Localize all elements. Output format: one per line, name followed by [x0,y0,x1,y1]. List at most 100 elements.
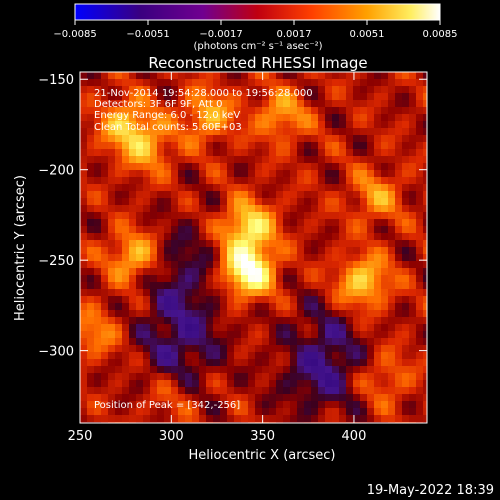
heatmap-cell [227,100,234,107]
heatmap-cell [87,163,94,170]
heatmap-cell [367,226,374,233]
heatmap-cell [255,268,262,275]
heatmap-cell [283,177,290,184]
heatmap-cell [101,170,108,177]
heatmap-cell [395,149,402,156]
heatmap-cell [409,282,416,289]
heatmap-cell [150,254,157,261]
heatmap-cell [122,100,129,107]
heatmap-cell [409,128,416,135]
heatmap-cell [157,184,164,191]
heatmap-cell [367,163,374,170]
heatmap-cell [150,310,157,317]
heatmap-cell [262,303,269,310]
heatmap-cell [276,247,283,254]
heatmap-cell [241,142,248,149]
heatmap-cell [388,240,395,247]
heatmap-cell [199,212,206,219]
heatmap-cell [178,79,185,86]
heatmap-cell [136,233,143,240]
heatmap-cell [395,156,402,163]
heatmap-cell [199,275,206,282]
heatmap-cell [353,401,360,408]
heatmap-cell [360,317,367,324]
heatmap-cell [339,261,346,268]
heatmap-cell [402,212,409,219]
heatmap-cell [409,324,416,331]
heatmap-cell [178,261,185,268]
heatmap-cell [318,289,325,296]
heatmap-cell [262,373,269,380]
heatmap-cell [185,387,192,394]
heatmap-cell [213,352,220,359]
heatmap-cell [101,380,108,387]
heatmap-cell [353,338,360,345]
heatmap-cell [269,303,276,310]
heatmap-cell [339,177,346,184]
heatmap-cell [101,331,108,338]
heatmap-cell [402,177,409,184]
heatmap-cell [339,205,346,212]
heatmap-cell [409,373,416,380]
heatmap-cell [129,373,136,380]
heatmap-cell [101,121,108,128]
heatmap-cell [213,380,220,387]
heatmap-cell [283,373,290,380]
heatmap-cell [136,240,143,247]
heatmap-cell [122,226,129,233]
heatmap-cell [276,359,283,366]
heatmap-cell [276,233,283,240]
heatmap-cell [129,156,136,163]
heatmap-cell [353,380,360,387]
heatmap-cell [283,205,290,212]
heatmap-cell [80,366,87,373]
heatmap-cell [283,219,290,226]
heatmap-cell [115,240,122,247]
heatmap-cell [150,93,157,100]
heatmap-cell [157,331,164,338]
heatmap-cell [157,191,164,198]
heatmap-cell [178,219,185,226]
heatmap-cell [122,275,129,282]
heatmap-cell [353,296,360,303]
heatmap-cell [164,240,171,247]
heatmap-cell [297,142,304,149]
heatmap-cell [388,93,395,100]
heatmap-cell [262,121,269,128]
heatmap-cell [206,72,213,79]
heatmap-cell [416,114,423,121]
heatmap-cell [115,107,122,114]
heatmap-cell [339,394,346,401]
heatmap-cell [248,310,255,317]
heatmap-cell [122,219,129,226]
colorbar-tick-label: 0.0051 [350,29,385,40]
heatmap-cell [157,247,164,254]
heatmap-cell [80,331,87,338]
heatmap-cell [150,135,157,142]
heatmap-cell [227,163,234,170]
heatmap-cell [304,128,311,135]
heatmap-cell [115,163,122,170]
heatmap-cell [129,296,136,303]
heatmap-cell [192,338,199,345]
heatmap-cell [199,324,206,331]
heatmap-cell [283,72,290,79]
heatmap-cell [297,261,304,268]
heatmap-cell [311,128,318,135]
heatmap-cell [227,408,234,415]
heatmap-cell [178,170,185,177]
heatmap-cell [185,156,192,163]
heatmap-cell [290,394,297,401]
heatmap-cell [199,226,206,233]
heatmap-cell [115,275,122,282]
heatmap-cell [360,163,367,170]
heatmap-cell [402,303,409,310]
heatmap-cell [423,359,427,366]
heatmap-cell [276,163,283,170]
heatmap-cell [339,149,346,156]
heatmap-cell [143,338,150,345]
heatmap-cell [192,359,199,366]
heatmap-cell [283,310,290,317]
heatmap-cell [395,254,402,261]
heatmap-cell [339,345,346,352]
